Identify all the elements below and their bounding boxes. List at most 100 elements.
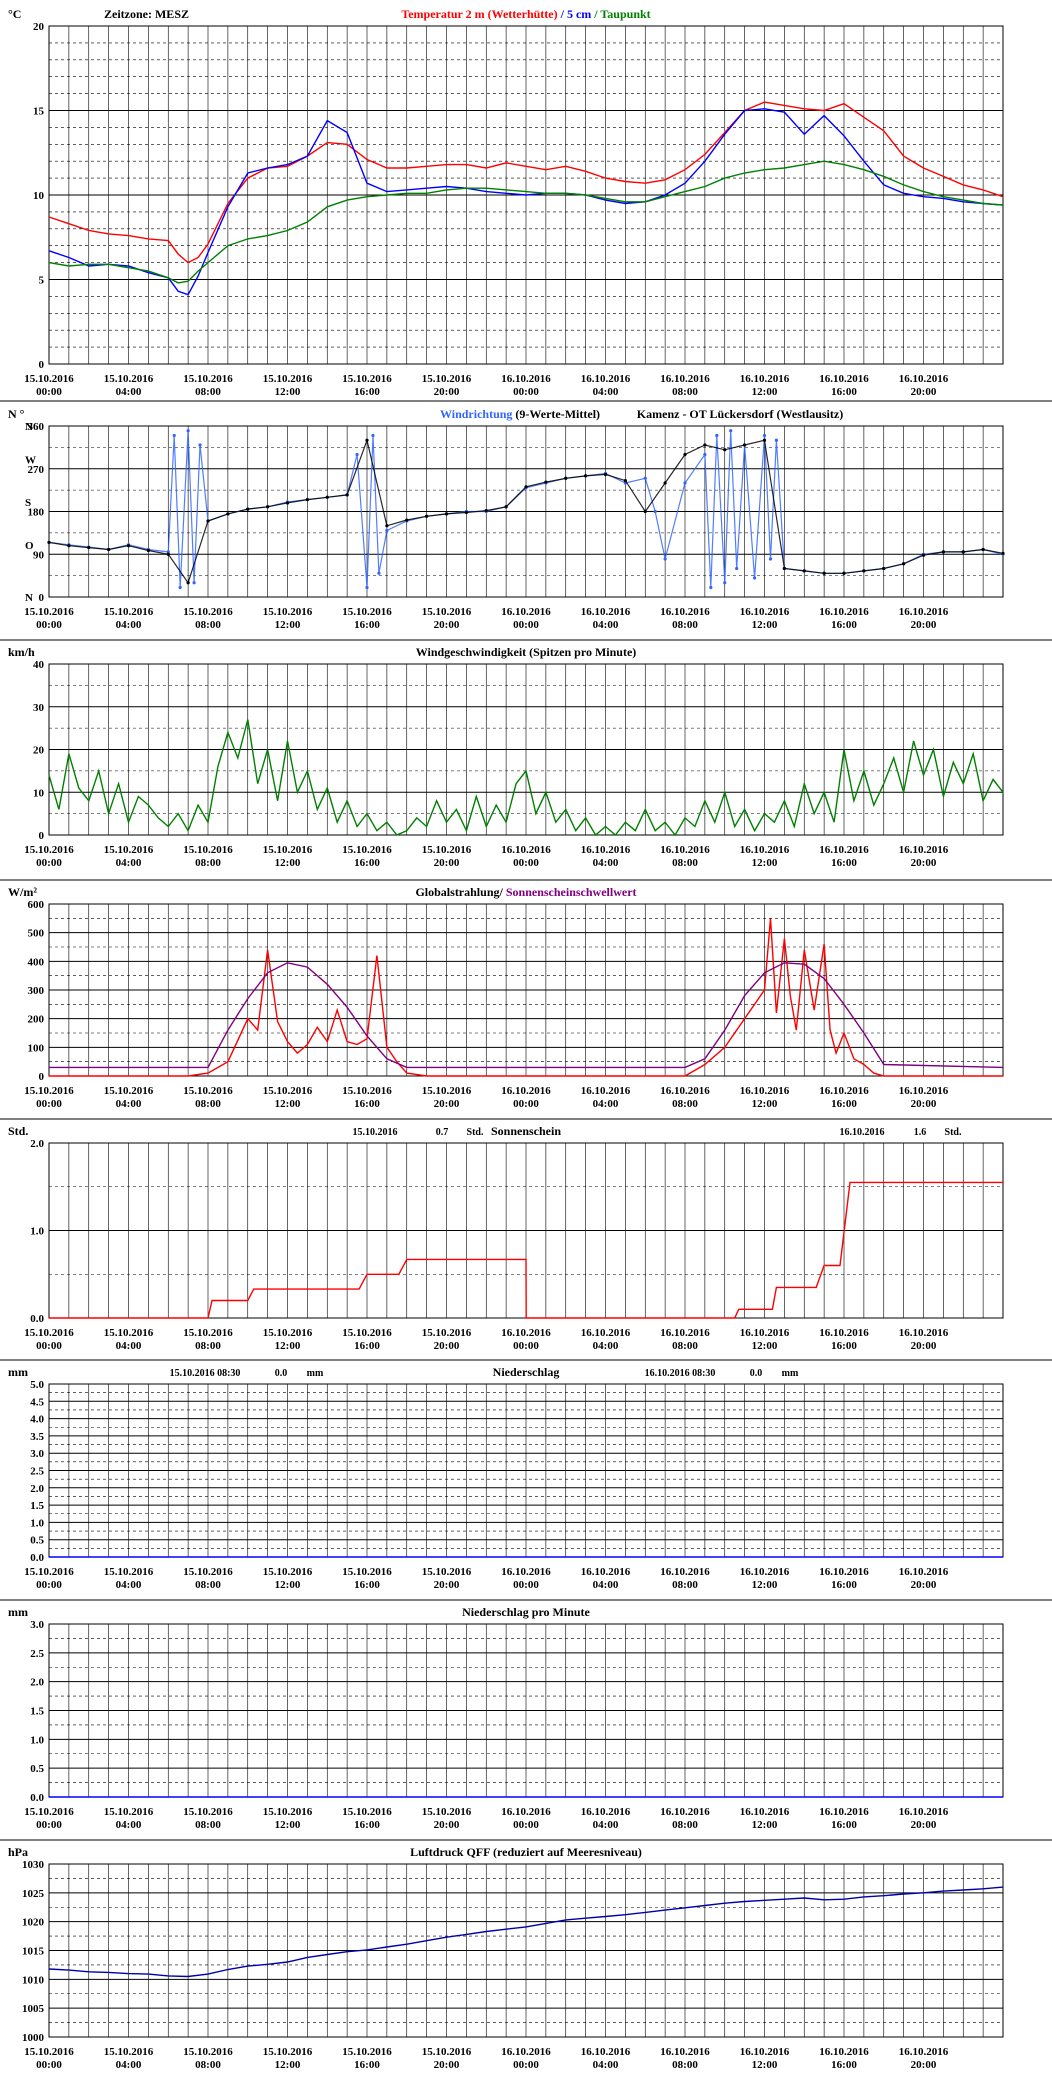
- x-tick-time: 16:00: [831, 1098, 857, 1110]
- series-globalstrahlung: [49, 918, 1003, 1077]
- y-tick-label: 1030: [22, 1859, 45, 1871]
- series-point: [504, 505, 508, 509]
- series-point: [524, 485, 528, 489]
- x-tick-date: 15.10.2016: [342, 1085, 392, 1097]
- x-tick-date: 15.10.2016: [422, 1806, 472, 1818]
- y-tick-label: 1.0: [30, 1226, 44, 1238]
- chart-precipitation_per_minute: 0.0 0.5 1.0 1.5 2.0 2.5 3.0mm Niederschlag pro …: [8, 1605, 1004, 1831]
- y-tick-label: 0: [39, 1071, 45, 1083]
- x-tick-time: 04:00: [116, 1819, 142, 1831]
- y-tick-label: 2.0: [30, 1483, 44, 1495]
- x-tick-time: 00:00: [36, 1819, 62, 1831]
- title-part: Temperatur 2 m (Wetterhütte): [401, 7, 557, 21]
- x-tick-time: 08:00: [672, 1579, 698, 1591]
- series-point: [192, 581, 196, 585]
- x-tick-time: 20:00: [911, 2059, 937, 2071]
- x-tick-time: 04:00: [116, 857, 142, 869]
- x-tick-time: 08:00: [195, 386, 221, 398]
- title-part: Globalstrahlung: [415, 885, 499, 899]
- y-tick-label: 1.5: [30, 1706, 44, 1718]
- x-tick-date: 16.10.2016: [819, 2046, 869, 2058]
- x-tick-time: 12:00: [275, 1098, 301, 1110]
- series-point: [67, 544, 71, 548]
- series-point: [47, 540, 51, 544]
- x-tick-time: 00:00: [513, 619, 539, 631]
- x-tick-time: 20:00: [434, 1340, 460, 1352]
- x-tick-time: 04:00: [593, 857, 619, 869]
- x-tick-date: 16.10.2016: [501, 1806, 551, 1818]
- y-tick-label: 400: [28, 956, 45, 968]
- series-point: [564, 476, 568, 480]
- series-point: [544, 480, 548, 484]
- x-tick-time: 12:00: [752, 2059, 778, 2071]
- x-tick-date: 16.10.2016: [660, 844, 710, 856]
- summary-left: mm: [307, 1368, 324, 1379]
- x-tick-time: 00:00: [513, 386, 539, 398]
- x-tick-date: 16.10.2016: [501, 1085, 551, 1097]
- x-tick-time: 00:00: [513, 2059, 539, 2071]
- summary-right: 16.10.2016 08:30: [645, 1368, 716, 1379]
- x-tick-date: 16.10.2016: [740, 2046, 790, 2058]
- series-point: [735, 566, 739, 571]
- series-point: [715, 433, 719, 438]
- x-tick-time: 12:00: [752, 619, 778, 631]
- x-tick-date: 16.10.2016: [581, 373, 631, 385]
- x-tick-date: 15.10.2016: [263, 1085, 313, 1097]
- x-tick-time: 16:00: [354, 1579, 380, 1591]
- series-5-cm: [48, 108, 1004, 296]
- x-tick-date: 16.10.2016: [899, 1566, 949, 1578]
- series-point: [405, 518, 409, 522]
- title-part: (9-Werte-Mittel): [512, 407, 600, 421]
- x-tick-time: 04:00: [116, 1098, 142, 1110]
- x-tick-time: 08:00: [195, 2059, 221, 2071]
- x-tick-date: 15.10.2016: [422, 373, 472, 385]
- series-point: [464, 510, 468, 515]
- x-tick-time: 08:00: [672, 1819, 698, 1831]
- x-tick-date: 15.10.2016: [24, 1566, 74, 1578]
- y-tick-label: 90: [33, 549, 45, 561]
- x-tick-date: 16.10.2016: [660, 1566, 710, 1578]
- x-tick-time: 16:00: [831, 2059, 857, 2071]
- summary-right: Std.: [945, 1127, 962, 1138]
- y-compass-letter: W: [25, 454, 36, 466]
- x-tick-time: 16:00: [831, 619, 857, 631]
- title-part: 5 cm: [567, 7, 591, 21]
- series-point: [345, 493, 349, 497]
- series-point: [774, 438, 779, 442]
- y-tick-label: 0: [39, 830, 45, 842]
- x-tick-date: 15.10.2016: [263, 1327, 313, 1339]
- series-point: [743, 443, 747, 447]
- x-tick-time: 08:00: [195, 619, 221, 631]
- x-tick-date: 15.10.2016: [104, 2046, 154, 2058]
- y-tick-label: 1.0: [30, 1734, 44, 1746]
- title-part: /: [591, 7, 600, 21]
- x-tick-time: 00:00: [36, 857, 62, 869]
- x-tick-date: 16.10.2016: [819, 1327, 869, 1339]
- y-compass-letter: N: [25, 421, 33, 433]
- series-point: [703, 443, 707, 447]
- x-tick-date: 15.10.2016: [183, 1806, 233, 1818]
- y-tick-label: 1025: [22, 1888, 45, 1900]
- series-point: [921, 553, 926, 557]
- x-tick-time: 04:00: [116, 619, 142, 631]
- x-tick-date: 15.10.2016: [342, 2046, 392, 2058]
- x-tick-time: 04:00: [593, 1340, 619, 1352]
- chart-title: Luftdruck QFF (reduziert auf Meeresnivea…: [410, 1845, 642, 1859]
- x-tick-time: 00:00: [513, 1579, 539, 1591]
- chart-title: Niederschlag pro Minute: [462, 1605, 590, 1619]
- x-tick-time: 04:00: [116, 1579, 142, 1591]
- x-tick-date: 16.10.2016: [740, 373, 790, 385]
- x-tick-time: 12:00: [752, 857, 778, 869]
- series-point: [365, 585, 369, 590]
- x-tick-time: 08:00: [672, 1340, 698, 1352]
- timezone-label: Zeitzone: MESZ: [104, 7, 189, 21]
- series-point: [186, 581, 190, 585]
- x-tick-time: 04:00: [116, 1340, 142, 1352]
- series-point: [723, 581, 727, 585]
- x-tick-date: 16.10.2016: [740, 606, 790, 618]
- series-point: [752, 576, 757, 580]
- title-part: Taupunkt: [600, 7, 650, 21]
- series-point: [166, 550, 170, 554]
